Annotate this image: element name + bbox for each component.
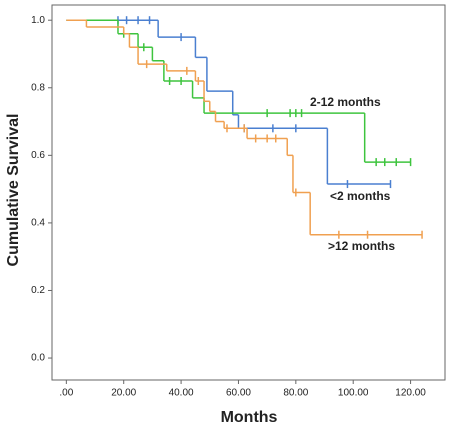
x-axis-label: Months bbox=[221, 409, 278, 426]
x-tick-label: 100.00 bbox=[338, 388, 369, 399]
y-tick-label: 0.4 bbox=[31, 218, 45, 229]
series-label: 2-12 months bbox=[310, 95, 381, 109]
y-tick-label: 0.2 bbox=[31, 285, 45, 296]
y-tick-label: 1.0 bbox=[31, 15, 45, 26]
x-tick-label: 20.00 bbox=[111, 388, 136, 399]
y-axis-label: Cumulative Survival bbox=[5, 114, 22, 267]
series-label: >12 months bbox=[328, 239, 395, 253]
y-tick-label: 0.0 bbox=[31, 353, 45, 364]
x-tick-label: 60.00 bbox=[226, 388, 251, 399]
x-tick-label: .00 bbox=[59, 388, 73, 399]
plot-frame bbox=[51, 4, 446, 381]
x-tick-label: 80.00 bbox=[283, 388, 308, 399]
x-tick-label: 40.00 bbox=[169, 388, 194, 399]
x-tick-label: 120.00 bbox=[395, 388, 426, 399]
y-tick-label: 0.8 bbox=[31, 82, 45, 93]
y-tick-label: 0.6 bbox=[31, 150, 45, 161]
series-label: <2 months bbox=[330, 189, 391, 203]
